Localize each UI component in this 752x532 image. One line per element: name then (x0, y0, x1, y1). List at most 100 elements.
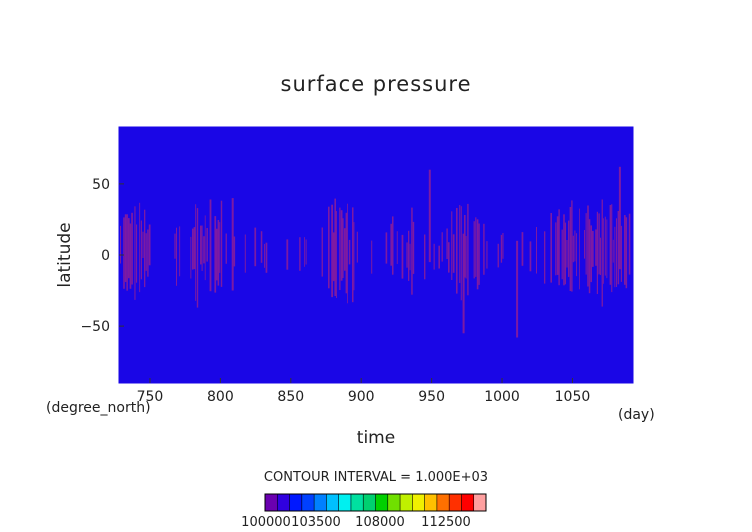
heatmap-streak (231, 198, 234, 291)
heatmap-streak (497, 243, 499, 268)
heatmap-streak (456, 208, 458, 294)
heatmap-streak (134, 206, 136, 300)
heatmap-streak (233, 236, 236, 267)
heatmap-streak (624, 215, 626, 285)
heatmap-streak (204, 215, 206, 281)
plot-area (118, 126, 634, 384)
heatmap-streak (614, 226, 616, 288)
heatmap-streak (193, 227, 196, 270)
heatmap-streak (142, 231, 144, 258)
y-axis-label: latitude (55, 222, 75, 287)
heatmap-streak (564, 222, 566, 285)
heatmap-streak (219, 222, 221, 273)
heatmap-streak (200, 225, 202, 265)
heatmap-streak (467, 203, 469, 296)
heatmap-streak (460, 206, 462, 301)
heatmap-streak (556, 216, 559, 275)
heatmap-streak (347, 203, 348, 304)
heatmap-streak (126, 214, 128, 291)
heatmap-streak (452, 234, 455, 273)
heatmap-streak (604, 216, 606, 276)
heatmap-streak (406, 242, 408, 268)
heatmap-streak (612, 239, 614, 263)
heatmap-streak (340, 210, 343, 281)
x-tick-label: 750 (137, 389, 164, 405)
heatmap-streak (206, 228, 208, 262)
heatmap-streak (209, 199, 212, 292)
heatmap-streak (609, 205, 612, 285)
heatmap-streak (396, 231, 398, 264)
heatmap-streak (592, 230, 594, 267)
heatmap-streak (371, 240, 373, 274)
heatmap-streak (131, 212, 133, 285)
colorbar-swatch (436, 494, 450, 511)
colorbar-swatch (461, 494, 475, 511)
heatmap-streak (145, 233, 147, 271)
y-tick-label: 0 (101, 248, 110, 264)
heatmap-streak (140, 220, 142, 280)
heatmap-streak (574, 230, 576, 262)
heatmap-streak (129, 223, 132, 289)
heatmap-streak (356, 231, 358, 263)
heatmap-streak (571, 200, 573, 292)
heatmap-streak (225, 233, 227, 264)
chart-title: surface pressure (281, 72, 472, 96)
heatmap-streak (595, 229, 597, 266)
x-tick-label: 1000 (484, 389, 520, 405)
x-tick-label: 950 (418, 389, 445, 405)
heatmap-streak (401, 234, 404, 279)
heatmap-streak (569, 207, 572, 291)
heatmap-streak (304, 237, 305, 267)
heatmap-streak (483, 223, 485, 275)
heatmap-streak (587, 205, 589, 287)
heatmap-anomaly-streaks (120, 166, 631, 338)
colorbar-swatch (314, 494, 327, 511)
heatmap-streak (572, 235, 574, 263)
heatmap-streak (201, 225, 203, 271)
heatmap-streak (603, 218, 604, 284)
heatmap-streak (476, 219, 479, 290)
heatmap-streak (438, 245, 440, 269)
heatmap-streak (516, 240, 519, 338)
heatmap-streak (334, 198, 336, 296)
y-tick-label: −50 (80, 319, 110, 335)
heatmap-streak (598, 213, 600, 275)
heatmap-streak (441, 232, 443, 262)
heatmap-streak (550, 213, 552, 283)
heatmap-streak (500, 234, 503, 263)
colorbar-swatch (338, 494, 352, 511)
heatmap-streak (148, 224, 151, 266)
heatmap-streak (446, 228, 448, 259)
heatmap-streak (179, 226, 181, 277)
heatmap-streak (486, 241, 488, 269)
heatmap-streak (196, 208, 199, 308)
heatmap-streak (544, 231, 546, 284)
heatmap-streak (433, 243, 435, 270)
heatmap-streak (579, 208, 580, 290)
colorbar-frame (264, 493, 487, 512)
heatmap-streak (428, 169, 431, 263)
x-tick-label: 1050 (555, 389, 591, 405)
heatmap-streak (588, 219, 591, 294)
heatmap-streak (411, 207, 413, 295)
heatmap-streak (144, 209, 146, 288)
x-unit-label: (day) (618, 407, 655, 423)
heatmap-streak (264, 244, 265, 268)
heatmap-streak (502, 233, 504, 259)
colorbar-swatch (449, 494, 462, 511)
heatmap-streak (408, 230, 410, 281)
heatmap-streak (616, 218, 617, 287)
colorbar-swatch (400, 494, 413, 511)
colorbar (264, 493, 487, 512)
heatmap-streak (412, 221, 415, 274)
heatmap-streak (192, 228, 194, 270)
heatmap-streak (409, 243, 411, 271)
heatmap-streak (625, 217, 628, 289)
y-axis: −50 0 50 (80, 177, 124, 335)
y-tick-label: 50 (92, 177, 110, 193)
colorbar-tick-label: 112500 (421, 515, 471, 530)
heatmap-streak (576, 233, 577, 277)
heatmap-streak (563, 214, 565, 286)
x-tick-label: 900 (348, 389, 375, 405)
colorbar-swatch (387, 494, 401, 511)
